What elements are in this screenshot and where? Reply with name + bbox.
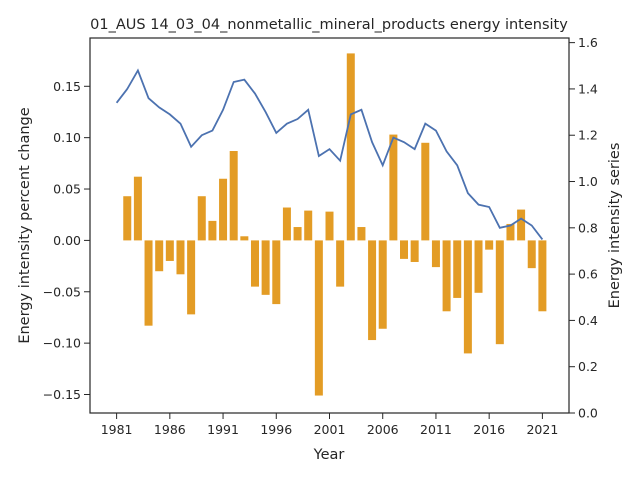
y-right-tick-label: 1.6	[578, 35, 598, 50]
bar-2002	[336, 240, 345, 287]
y-left-tick-label: 0.05	[53, 182, 81, 197]
x-tick-label-2011: 2011	[420, 422, 452, 437]
x-tick-label-2001: 2001	[314, 422, 346, 437]
y-axis-right: 0.0 0.2 0.4 0.6 0.8 1.0 1.2 1.4 1.6	[569, 35, 598, 421]
bar-2017	[495, 240, 504, 345]
series-line	[115, 68, 544, 240]
bar-2011	[431, 240, 440, 268]
bar-1988	[187, 240, 196, 315]
bar-2010	[421, 142, 430, 241]
bars-layer	[123, 53, 547, 396]
y-axis-left: −0.15 −0.10 −0.05 0.00 0.05 0.10 0.15	[43, 79, 90, 402]
bar-1987	[176, 240, 185, 275]
y-right-tick-label: 1.0	[578, 174, 598, 189]
x-tick-label-1991: 1991	[207, 422, 239, 437]
x-tick-label-1996: 1996	[260, 422, 292, 437]
bar-2003	[346, 53, 355, 241]
x-axis-label: Year	[313, 447, 345, 463]
x-tick-label-1986: 1986	[154, 422, 186, 437]
y-axis-right-label: Energy intensity series	[607, 143, 623, 309]
bar-1993	[240, 236, 249, 241]
y-right-tick-label: 0.2	[578, 359, 598, 374]
bar-2008	[400, 240, 409, 259]
bar-1984	[144, 240, 153, 326]
bar-2013	[453, 240, 462, 298]
x-tick-label-2021: 2021	[526, 422, 558, 437]
bar-2006	[378, 240, 387, 329]
bar-2020	[527, 240, 536, 269]
x-tick-label-2016: 2016	[473, 422, 505, 437]
y-right-tick-label: 1.2	[578, 128, 598, 143]
bar-2016	[485, 240, 494, 250]
line-layer	[115, 68, 544, 240]
y-left-tick-label: 0.15	[53, 79, 81, 94]
bar-2000	[314, 240, 323, 396]
bar-1985	[155, 240, 164, 272]
bar-1986	[165, 240, 174, 261]
y-left-tick-label: −0.10	[43, 336, 81, 351]
bar-2009	[410, 240, 419, 262]
bar-2018	[506, 223, 515, 241]
bar-2014	[463, 240, 472, 354]
x-tick-label-1981: 1981	[101, 422, 133, 437]
chart-title: 01_AUS 14_03_04_nonmetallic_mineral_prod…	[90, 17, 568, 33]
bar-2007	[389, 134, 398, 241]
bar-2019	[517, 209, 526, 241]
bar-1998	[293, 227, 302, 241]
bar-1997	[282, 207, 291, 241]
y-left-tick-label: 0.00	[53, 233, 81, 248]
bar-2004	[357, 227, 366, 241]
bar-1996	[272, 240, 281, 305]
y-right-tick-label: 0.6	[578, 267, 598, 282]
bar-1983	[133, 176, 142, 241]
x-axis: 1981 1986 1991 1996 2001 2006 2011 2016 2021	[101, 413, 558, 437]
bar-1992	[229, 151, 238, 241]
y-right-tick-label: 0.4	[578, 313, 598, 328]
y-right-tick-label: 0.0	[578, 406, 598, 421]
bar-1995	[261, 240, 270, 295]
bar-1991	[219, 178, 228, 241]
y-left-tick-label: 0.10	[53, 130, 81, 145]
bar-1982	[123, 196, 132, 241]
bar-2001	[325, 211, 334, 241]
bar-1994	[250, 240, 259, 287]
bar-2005	[368, 240, 377, 341]
y-axis-left-label: Energy intensity percent change	[17, 107, 33, 343]
y-right-tick-label: 1.4	[578, 81, 598, 96]
bar-2021	[538, 240, 547, 312]
y-right-tick-label: 0.8	[578, 220, 598, 235]
bar-1999	[304, 210, 313, 241]
bar-2015	[474, 240, 483, 293]
bar-1990	[208, 220, 217, 241]
y-left-tick-label: −0.15	[43, 387, 81, 402]
y-left-tick-label: −0.05	[43, 284, 81, 299]
bar-2012	[442, 240, 451, 312]
bar-1989	[197, 196, 206, 241]
x-tick-label-2006: 2006	[367, 422, 399, 437]
